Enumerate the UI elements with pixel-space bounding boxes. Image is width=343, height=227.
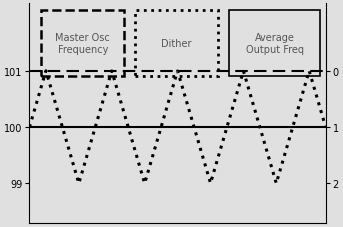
FancyBboxPatch shape xyxy=(42,11,124,76)
FancyBboxPatch shape xyxy=(229,11,320,76)
FancyBboxPatch shape xyxy=(134,11,217,76)
Text: Master Osc
Frequency: Master Osc Frequency xyxy=(56,33,110,54)
Text: Average
Output Freq: Average Output Freq xyxy=(246,33,304,54)
Text: Dither: Dither xyxy=(161,39,191,49)
